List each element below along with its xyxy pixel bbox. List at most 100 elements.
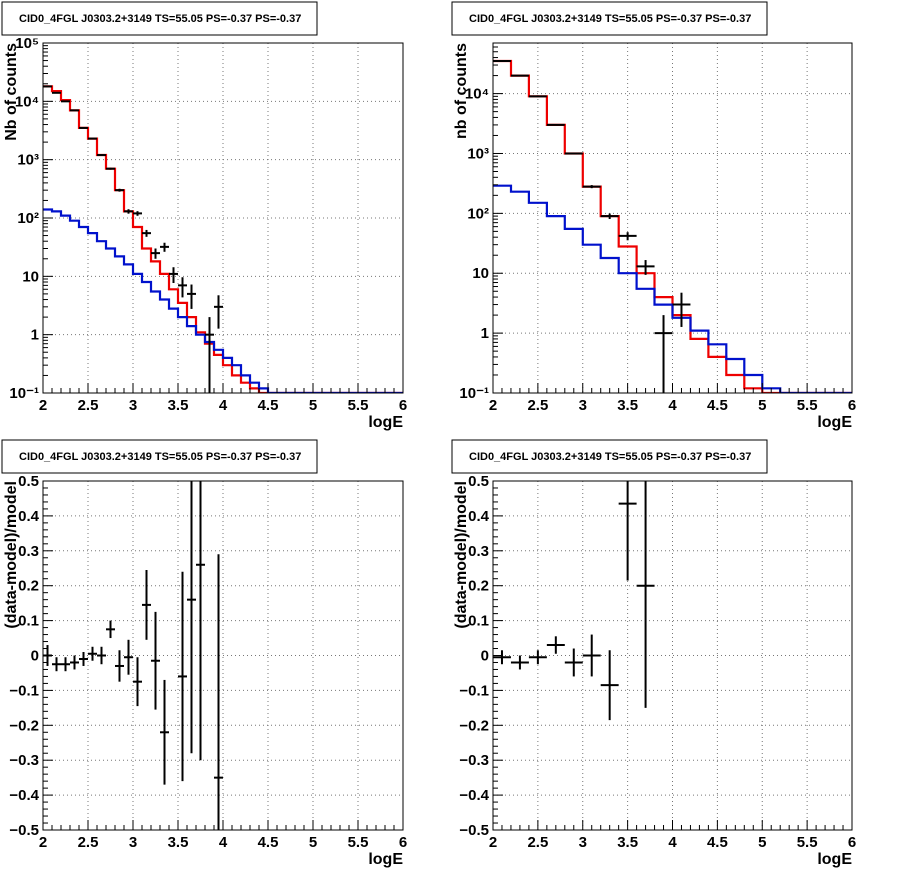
x-tick-label: 2 [39, 834, 47, 851]
title-box [451, 1, 768, 36]
data-point [124, 209, 133, 214]
series-model_component [493, 184, 852, 393]
data-point [88, 646, 97, 661]
data-point [214, 554, 223, 830]
data-point [70, 655, 79, 670]
x-axis-label: logE [817, 851, 852, 868]
x-axis-label: logE [368, 414, 403, 431]
y-tick-label: 0.3 [18, 543, 39, 560]
data-point [582, 634, 601, 677]
data-point [151, 611, 160, 710]
x-tick-label: 2 [489, 397, 497, 414]
data-point [178, 277, 187, 298]
data-point [151, 248, 160, 259]
y-tick-label: 0 [481, 648, 489, 665]
y-tick-label: −0.1 [459, 682, 489, 699]
chart-title: CID0_4FGL J0303.2+3149 TS=55.05 PS=-0.37… [19, 13, 301, 25]
series-model_component [43, 208, 403, 393]
y-tick-label: 0.1 [468, 613, 489, 630]
x-tick-label: 6 [848, 834, 856, 851]
y-tick-label: 0.4 [18, 508, 40, 525]
data-point [528, 95, 547, 98]
data-point [600, 213, 619, 219]
x-tick-label: 2.5 [78, 834, 99, 851]
y-tick-label: 0.1 [18, 613, 39, 630]
data-point [618, 481, 637, 581]
y-axis-label: (data-model)/model [3, 481, 20, 629]
y-tick-label: 0.3 [468, 543, 489, 560]
data-point [564, 152, 583, 155]
y-tick-label: 10² [467, 205, 489, 222]
y-tick-label: 10² [17, 210, 39, 227]
y-tick-label: 10⁴ [465, 86, 489, 103]
data-point [142, 229, 151, 237]
x-tick-label: 4.5 [258, 397, 279, 414]
data-point [169, 267, 178, 284]
data-point [205, 317, 214, 393]
y-tick-label: −0.3 [9, 752, 39, 769]
data-point [582, 185, 601, 189]
plot-area [43, 85, 403, 393]
x-tick-label: 5.5 [348, 397, 369, 414]
data-point [160, 242, 169, 252]
x-axis-label: logE [817, 414, 852, 431]
x-tick-label: 5.5 [797, 397, 818, 414]
data-point [187, 284, 196, 309]
chart-title: CID0_4FGL J0303.2+3149 TS=55.05 PS=-0.37… [469, 13, 751, 25]
data-point [178, 571, 187, 782]
data-point [618, 232, 637, 241]
y-tick-label: 10⁴ [15, 93, 39, 110]
data-point [654, 315, 673, 393]
data-point [61, 657, 70, 672]
y-tick-label: 0 [31, 648, 39, 665]
x-tick-label: 4.5 [258, 834, 279, 851]
panel-top-right: CID0_4FGL J0303.2+3149 TS=55.05 PS=-0.37… [451, 1, 856, 431]
x-tick-label: 3.5 [168, 397, 189, 414]
y-tick-label: 10 [472, 265, 489, 282]
title-box [451, 439, 768, 474]
title-box [1, 1, 318, 36]
x-tick-label: 4.5 [707, 834, 728, 851]
y-tick-label: 10 [22, 268, 39, 285]
y-tick-label: 0.5 [18, 473, 39, 490]
data-point [97, 646, 106, 665]
x-tick-label: 5 [758, 397, 766, 414]
data-point [510, 655, 529, 670]
y-tick-label: 10³ [17, 152, 39, 169]
data-point [70, 109, 79, 112]
data-point [600, 650, 619, 721]
data-point [52, 657, 61, 672]
data-point [106, 620, 115, 639]
data-point [115, 188, 124, 192]
plot-area [493, 481, 655, 721]
y-tick-label: 0.2 [468, 578, 489, 595]
y-axis-label: nb of counts [453, 43, 470, 139]
data-point [133, 211, 142, 216]
data-point [88, 137, 97, 140]
y-tick-label: 1 [31, 327, 39, 344]
chart-title: CID0_4FGL J0303.2+3149 TS=55.05 PS=-0.37… [469, 451, 751, 463]
data-point [564, 648, 583, 677]
data-point [160, 679, 169, 785]
y-tick-label: 10⁵ [15, 35, 39, 52]
data-point [115, 650, 124, 682]
x-tick-label: 5.5 [348, 834, 369, 851]
y-tick-label: 10⁻¹ [9, 385, 39, 402]
x-tick-label: 2.5 [527, 397, 548, 414]
x-tick-label: 2.5 [78, 397, 99, 414]
panel-top-left: CID0_4FGL J0303.2+3149 TS=55.05 PS=-0.37… [1, 1, 407, 431]
x-tick-label: 4 [668, 834, 677, 851]
y-tick-label: −0.4 [9, 787, 39, 804]
x-tick-label: 6 [399, 834, 407, 851]
y-tick-label: −0.3 [459, 752, 489, 769]
panel-bottom-left: CID0_4FGL J0303.2+3149 TS=55.05 PS=-0.37… [1, 439, 407, 868]
x-tick-label: 4.5 [707, 397, 728, 414]
x-tick-label: 6 [399, 397, 407, 414]
x-tick-label: 3 [579, 834, 587, 851]
y-tick-label: −0.2 [9, 717, 39, 734]
y-tick-label: 0.2 [18, 578, 39, 595]
data-point [636, 260, 655, 275]
x-axis-label: logE [368, 851, 403, 868]
y-tick-label: −0.4 [459, 787, 489, 804]
